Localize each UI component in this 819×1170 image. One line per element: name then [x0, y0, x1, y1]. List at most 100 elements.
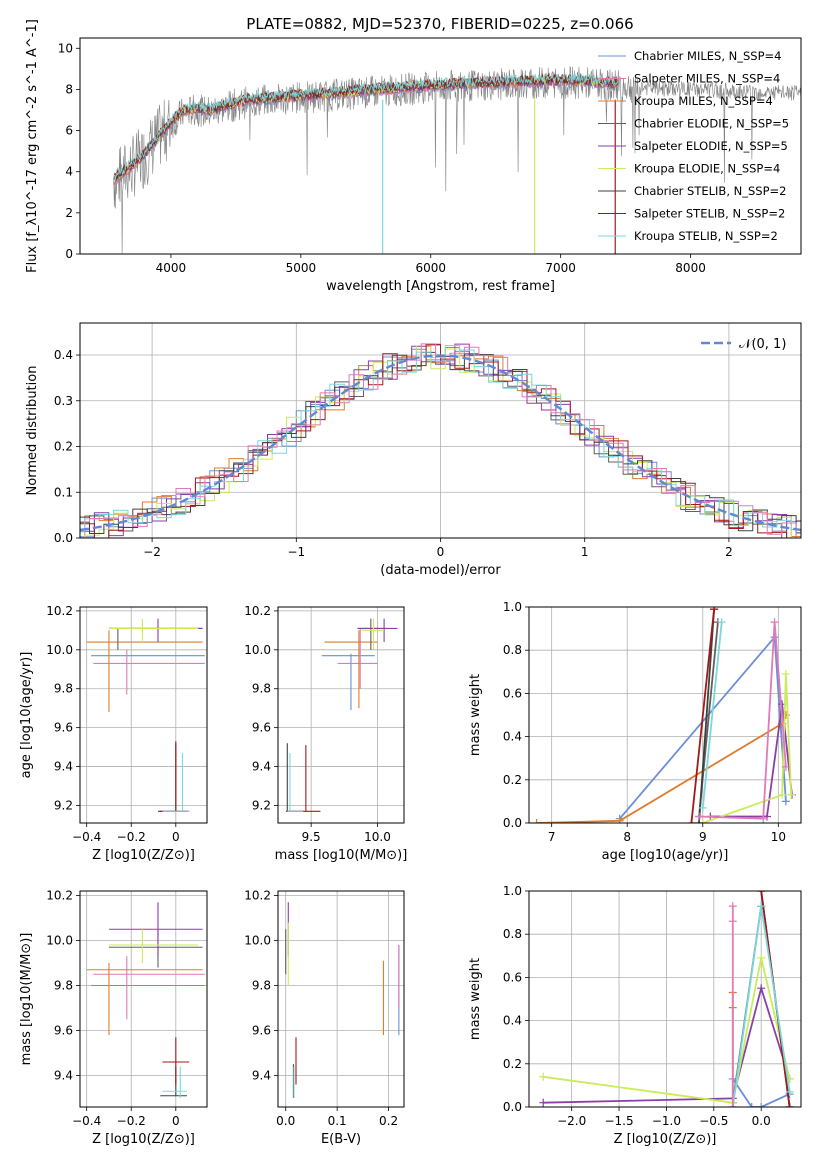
mass-weight-vs-metallicity-plot: −2.0 −1.5 −1.0 −0.5 0.0 0.0 0.2 0.4 0.6 0.8 1.0 Z [… [468, 884, 802, 1147]
legend-entry: Salpeter STELIB, N_SSP=2 [634, 207, 785, 221]
y-tick-label: 10.2 [46, 889, 73, 903]
y-axis-label: age [log10(age/yr)] [19, 652, 34, 779]
y-tick-label: 10.2 [46, 604, 73, 618]
y-tick-label: 10 [58, 41, 73, 55]
x-tick-label: 5000 [286, 261, 317, 275]
x-tick-label: 0.0 [752, 1114, 771, 1128]
mass-weight-marker [781, 669, 790, 678]
legend-entry: Kroupa MILES, N_SSP=4 [634, 94, 773, 108]
errorbar-point [160, 741, 190, 812]
errorbar-point [86, 630, 203, 713]
y-tick-label: 0.4 [503, 730, 522, 744]
x-axis-label: wavelength [Angstrom, rest frame] [326, 279, 555, 294]
y-tick-label: 10.0 [46, 643, 73, 657]
mass-weight-line [698, 622, 787, 820]
axes-frame [528, 606, 802, 824]
mass-vs-ebv-plot: 0.0 0.1 0.2 9.4 9.6 9.8 10.0 10.2 E(B-V) [244, 889, 405, 1147]
mass-weight-line [701, 622, 723, 808]
axes-frame [79, 37, 802, 255]
observed-spectrum-line [113, 65, 801, 254]
mass-weight-line [543, 984, 791, 1104]
y-tick-label: 0.8 [503, 643, 522, 657]
mass-weight-marker [698, 803, 707, 812]
x-tick-label: −1.0 [652, 1114, 681, 1128]
y-tick-label: 9.6 [252, 721, 271, 735]
y-tick-label: 10.0 [46, 934, 73, 948]
figure-title: PLATE=0882, MJD=52370, FIBERID=0225, z=0… [246, 15, 633, 33]
mass-weight-vs-age-plot: 7 8 9 10 0.0 0.2 0.4 0.6 0.8 1.0 age [log10(age/yr… [468, 600, 802, 863]
mass-weight-marker [728, 917, 737, 926]
mass-weight-marker [781, 797, 790, 806]
residual-histogram [80, 345, 801, 538]
x-tick-label: 0 [437, 545, 445, 559]
x-tick-label: 0.2 [379, 1114, 398, 1128]
y-tick-label: 1.0 [503, 884, 522, 898]
errorbar-point [108, 618, 199, 643]
model-spectrum-line [113, 72, 618, 181]
x-tick-label: 9.5 [302, 830, 321, 844]
x-tick-label: −2 [143, 545, 161, 559]
errorbar-point [285, 743, 304, 812]
y-tick-label: 2 [65, 206, 73, 220]
x-tick-label: 7 [548, 830, 556, 844]
y-tick-label: 6 [65, 124, 73, 138]
x-tick-label: −2.0 [557, 1114, 586, 1128]
x-tick-label: 10 [771, 830, 786, 844]
errorbar-point [321, 653, 375, 711]
x-tick-label: 0 [172, 1114, 180, 1128]
residuals-histogram-plot: −2 −1 0 1 2 0.0 0.1 0.2 0.3 0.4 (data-model)/error… [25, 322, 802, 578]
x-axis-label: (data-model)/error [380, 563, 501, 578]
axes-frame [79, 322, 802, 539]
mass-weight-marker [687, 819, 696, 823]
errorbar-point [93, 956, 205, 1020]
axes-frame [277, 890, 405, 1108]
errorbar-point [324, 630, 378, 709]
x-tick-label: −0.2 [117, 830, 146, 844]
x-tick-label: 8000 [675, 261, 706, 275]
axes-frame [277, 606, 405, 824]
x-axis-label: age [log10(age/yr)] [602, 848, 729, 863]
spectrum-legend: Chabrier MILES, N_SSP=4 Salpeter MILES, N… [598, 49, 789, 243]
y-tick-label: 9.4 [54, 1069, 73, 1083]
mass-weight-marker [757, 891, 766, 895]
x-axis-label: Z [log10(Z/Z⊙)] [92, 848, 195, 863]
x-tick-label: −0.2 [117, 1114, 146, 1128]
y-axis-label: mass weight [468, 958, 483, 1040]
y-tick-label: 4 [65, 165, 73, 179]
mass-weight-marker [785, 1103, 794, 1107]
errorbar-point [337, 628, 378, 689]
y-tick-label: 0.2 [503, 773, 522, 787]
y-tick-label: 10.0 [244, 643, 271, 657]
y-tick-label: 0.2 [54, 440, 73, 454]
mass-weight-marker [781, 762, 790, 771]
x-axis-label: mass [log10(M/M⊙)] [275, 848, 408, 863]
y-tick-label: 1.0 [503, 600, 522, 614]
y-tick-label: 9.4 [252, 1069, 271, 1083]
legend-entry: Salpeter ELODIE, N_SSP=5 [634, 139, 788, 153]
y-tick-label: 0.3 [54, 394, 73, 408]
mass-weight-line [543, 957, 791, 1104]
mass-weight-marker [710, 607, 719, 614]
mass-weight-marker [539, 1098, 548, 1107]
mass-weight-marker [757, 953, 766, 962]
mass-weight-marker [757, 1103, 766, 1107]
y-tick-label: 0.4 [54, 348, 73, 362]
y-tick-label: 9.8 [54, 979, 73, 993]
y-tick-label: 0.6 [503, 686, 522, 700]
mass-weight-marker [532, 819, 541, 823]
errorbar-point [162, 1037, 190, 1085]
legend-entry: Chabrier MILES, N_SSP=4 [634, 49, 781, 63]
x-tick-label: 10.0 [364, 830, 391, 844]
y-tick-label: 10.0 [244, 934, 271, 948]
mass-weight-marker [615, 816, 624, 823]
y-tick-label: 0.0 [503, 1100, 522, 1114]
residual-histogram [80, 343, 801, 538]
y-axis-label: Normed distribution [25, 366, 40, 496]
y-tick-label: 0.8 [503, 927, 522, 941]
errorbar-point [357, 618, 385, 650]
mass-weight-line [732, 1078, 790, 1107]
y-tick-label: 10.2 [244, 889, 271, 903]
x-tick-label: 0 [172, 830, 180, 844]
legend-entry: Chabrier ELODIE, N_SSP=5 [634, 117, 789, 131]
